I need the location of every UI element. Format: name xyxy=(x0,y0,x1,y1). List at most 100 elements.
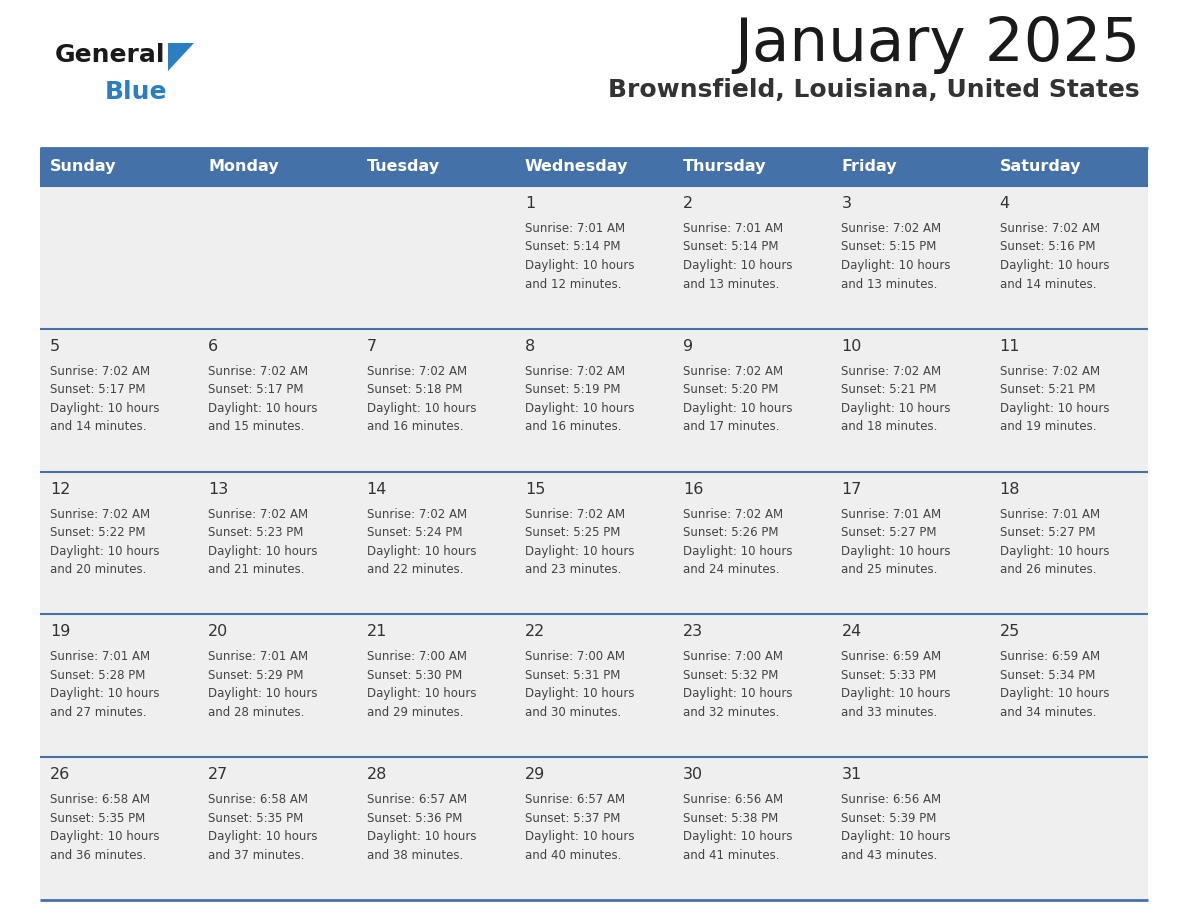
Text: Daylight: 10 hours: Daylight: 10 hours xyxy=(1000,688,1110,700)
Text: and 24 minutes.: and 24 minutes. xyxy=(683,563,779,577)
Text: and 27 minutes.: and 27 minutes. xyxy=(50,706,146,719)
Text: Sunrise: 6:58 AM: Sunrise: 6:58 AM xyxy=(208,793,308,806)
Bar xyxy=(40,148,198,186)
Text: Sunset: 5:15 PM: Sunset: 5:15 PM xyxy=(841,241,937,253)
Text: Daylight: 10 hours: Daylight: 10 hours xyxy=(683,688,792,700)
Bar xyxy=(356,148,514,186)
Text: 30: 30 xyxy=(683,767,703,782)
Text: and 17 minutes.: and 17 minutes. xyxy=(683,420,779,433)
Text: and 37 minutes.: and 37 minutes. xyxy=(208,849,304,862)
Text: 18: 18 xyxy=(1000,482,1020,497)
Text: Wednesday: Wednesday xyxy=(525,160,628,174)
Text: and 21 minutes.: and 21 minutes. xyxy=(208,563,305,577)
Text: Daylight: 10 hours: Daylight: 10 hours xyxy=(208,688,317,700)
Text: Sunset: 5:22 PM: Sunset: 5:22 PM xyxy=(50,526,145,539)
Bar xyxy=(990,186,1148,329)
Text: 28: 28 xyxy=(367,767,387,782)
Text: Sunday: Sunday xyxy=(50,160,116,174)
Bar xyxy=(514,148,674,186)
Text: Sunset: 5:35 PM: Sunset: 5:35 PM xyxy=(208,812,304,824)
Text: 2: 2 xyxy=(683,196,694,211)
Bar xyxy=(198,472,356,614)
Bar xyxy=(674,329,832,472)
Text: and 22 minutes.: and 22 minutes. xyxy=(367,563,463,577)
Bar xyxy=(356,757,514,900)
Text: and 25 minutes.: and 25 minutes. xyxy=(841,563,937,577)
Text: Daylight: 10 hours: Daylight: 10 hours xyxy=(50,830,159,844)
Text: Monday: Monday xyxy=(208,160,279,174)
Text: Sunset: 5:38 PM: Sunset: 5:38 PM xyxy=(683,812,778,824)
Text: Sunrise: 7:00 AM: Sunrise: 7:00 AM xyxy=(683,650,783,664)
Text: 7: 7 xyxy=(367,339,377,353)
Text: Sunrise: 7:02 AM: Sunrise: 7:02 AM xyxy=(208,364,309,378)
Text: and 15 minutes.: and 15 minutes. xyxy=(208,420,304,433)
Text: Sunrise: 7:02 AM: Sunrise: 7:02 AM xyxy=(367,364,467,378)
Bar xyxy=(674,472,832,614)
Text: Daylight: 10 hours: Daylight: 10 hours xyxy=(841,402,950,415)
Bar xyxy=(356,472,514,614)
Text: Sunrise: 7:02 AM: Sunrise: 7:02 AM xyxy=(841,364,942,378)
Text: Daylight: 10 hours: Daylight: 10 hours xyxy=(841,688,950,700)
Text: Sunset: 5:20 PM: Sunset: 5:20 PM xyxy=(683,384,778,397)
Text: Sunrise: 7:02 AM: Sunrise: 7:02 AM xyxy=(50,508,150,521)
Text: and 16 minutes.: and 16 minutes. xyxy=(367,420,463,433)
Text: Sunrise: 7:02 AM: Sunrise: 7:02 AM xyxy=(683,508,783,521)
Text: Daylight: 10 hours: Daylight: 10 hours xyxy=(1000,402,1110,415)
Text: Sunrise: 7:02 AM: Sunrise: 7:02 AM xyxy=(525,364,625,378)
Text: Sunset: 5:19 PM: Sunset: 5:19 PM xyxy=(525,384,620,397)
Text: 5: 5 xyxy=(50,339,61,353)
Text: Thursday: Thursday xyxy=(683,160,766,174)
Text: Daylight: 10 hours: Daylight: 10 hours xyxy=(525,830,634,844)
Text: Daylight: 10 hours: Daylight: 10 hours xyxy=(208,544,317,557)
Text: Daylight: 10 hours: Daylight: 10 hours xyxy=(525,544,634,557)
Text: Daylight: 10 hours: Daylight: 10 hours xyxy=(367,544,476,557)
Bar xyxy=(198,186,356,329)
Text: 23: 23 xyxy=(683,624,703,640)
Bar xyxy=(198,329,356,472)
Text: 6: 6 xyxy=(208,339,219,353)
Text: Sunset: 5:27 PM: Sunset: 5:27 PM xyxy=(841,526,937,539)
Text: 11: 11 xyxy=(1000,339,1020,353)
Bar xyxy=(990,148,1148,186)
Text: Friday: Friday xyxy=(841,160,897,174)
Bar xyxy=(990,329,1148,472)
Text: 15: 15 xyxy=(525,482,545,497)
Text: Daylight: 10 hours: Daylight: 10 hours xyxy=(50,544,159,557)
Text: Sunrise: 7:02 AM: Sunrise: 7:02 AM xyxy=(525,508,625,521)
Text: Daylight: 10 hours: Daylight: 10 hours xyxy=(525,688,634,700)
Text: Daylight: 10 hours: Daylight: 10 hours xyxy=(367,688,476,700)
Text: Sunset: 5:35 PM: Sunset: 5:35 PM xyxy=(50,812,145,824)
Bar xyxy=(674,757,832,900)
Text: Sunrise: 7:01 AM: Sunrise: 7:01 AM xyxy=(841,508,942,521)
Text: 16: 16 xyxy=(683,482,703,497)
Text: Sunset: 5:25 PM: Sunset: 5:25 PM xyxy=(525,526,620,539)
Text: Sunrise: 7:02 AM: Sunrise: 7:02 AM xyxy=(367,508,467,521)
Bar xyxy=(674,186,832,329)
Text: and 14 minutes.: and 14 minutes. xyxy=(1000,277,1097,290)
Polygon shape xyxy=(168,43,194,71)
Text: Sunrise: 7:02 AM: Sunrise: 7:02 AM xyxy=(841,222,942,235)
Bar xyxy=(514,186,674,329)
Text: Daylight: 10 hours: Daylight: 10 hours xyxy=(683,544,792,557)
Text: Daylight: 10 hours: Daylight: 10 hours xyxy=(841,544,950,557)
Text: 8: 8 xyxy=(525,339,535,353)
Text: Sunrise: 6:59 AM: Sunrise: 6:59 AM xyxy=(841,650,942,664)
Text: Sunset: 5:21 PM: Sunset: 5:21 PM xyxy=(841,384,937,397)
Text: Daylight: 10 hours: Daylight: 10 hours xyxy=(208,402,317,415)
Text: Sunrise: 7:01 AM: Sunrise: 7:01 AM xyxy=(1000,508,1100,521)
Bar xyxy=(40,614,198,757)
Text: Saturday: Saturday xyxy=(1000,160,1081,174)
Bar xyxy=(990,472,1148,614)
Text: Sunset: 5:32 PM: Sunset: 5:32 PM xyxy=(683,669,778,682)
Text: Sunrise: 7:02 AM: Sunrise: 7:02 AM xyxy=(1000,364,1100,378)
Bar xyxy=(990,757,1148,900)
Bar xyxy=(832,186,990,329)
Text: and 26 minutes.: and 26 minutes. xyxy=(1000,563,1097,577)
Bar xyxy=(356,614,514,757)
Text: and 29 minutes.: and 29 minutes. xyxy=(367,706,463,719)
Text: Sunset: 5:17 PM: Sunset: 5:17 PM xyxy=(208,384,304,397)
Text: Sunrise: 7:01 AM: Sunrise: 7:01 AM xyxy=(208,650,309,664)
Bar xyxy=(514,329,674,472)
Bar xyxy=(832,472,990,614)
Bar xyxy=(832,148,990,186)
